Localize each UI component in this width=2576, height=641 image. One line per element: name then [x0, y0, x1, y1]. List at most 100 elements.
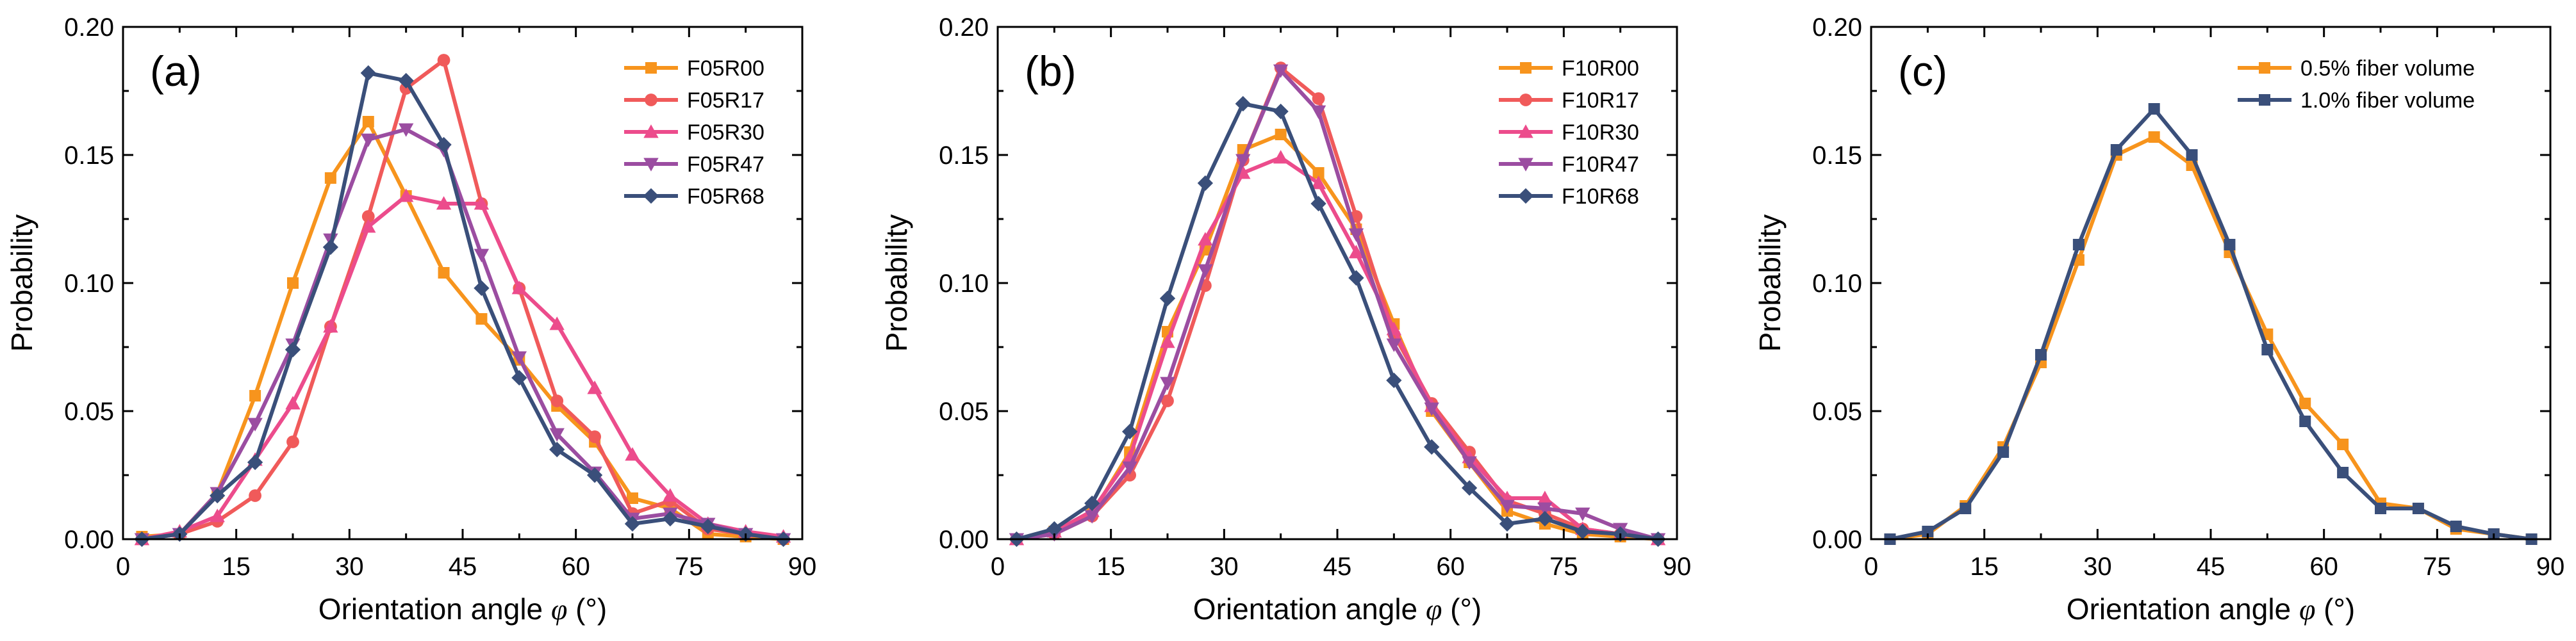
data-point — [287, 277, 299, 289]
series-line — [1016, 69, 1659, 541]
data-point — [474, 280, 490, 296]
legend-marker — [1517, 188, 1534, 204]
data-point — [700, 518, 716, 535]
x-tick-label: 30 — [1210, 553, 1239, 581]
x-tick-label: 90 — [788, 553, 817, 581]
x-axis-label: Orientation angle — [1193, 592, 1426, 626]
series-1-0-fiber-volume — [1884, 103, 2538, 545]
data-point — [549, 441, 565, 458]
data-point — [1386, 338, 1402, 352]
x-tick-label: 90 — [2536, 553, 2565, 581]
legend: 0.5% fiber volume 1.0% fiber volume — [2238, 56, 2475, 113]
x-tick-label: 45 — [2197, 553, 2225, 581]
x-tick-label: 0 — [1864, 553, 1878, 581]
legend-marker — [645, 62, 657, 74]
data-point — [361, 133, 376, 147]
series-line — [142, 127, 784, 541]
y-tick-label: 0.15 — [939, 142, 989, 170]
data-point — [436, 196, 452, 210]
data-point — [286, 435, 299, 448]
legend-item: 0.5% fiber volume — [2238, 56, 2475, 81]
data-point — [1574, 523, 1590, 540]
data-point — [2261, 344, 2274, 355]
legend-marker — [1519, 93, 1532, 106]
data-point — [588, 430, 602, 443]
legend-marker — [1518, 158, 1533, 172]
data-point — [1198, 232, 1213, 246]
data-point — [1537, 491, 1553, 505]
data-point — [2375, 503, 2386, 514]
legend-item: F05R47 — [624, 152, 764, 177]
legend-label: F05R00 — [687, 56, 764, 81]
data-point — [1575, 507, 1590, 521]
x-axis-title: Orientation angle φ (°) — [318, 592, 607, 626]
y-tick-label: 0.15 — [1812, 142, 1862, 170]
legend-item: F10R17 — [1499, 88, 1639, 113]
data-point — [398, 188, 414, 202]
panel-label: (a) — [150, 47, 202, 95]
data-point — [587, 380, 602, 394]
x-axis-unit: (°) — [1442, 592, 1482, 626]
data-point — [437, 54, 450, 67]
y-tick-label: 0.10 — [1812, 270, 1862, 298]
y-tick-label: 0.20 — [939, 13, 989, 42]
data-point — [285, 396, 301, 410]
data-point — [2072, 239, 2085, 250]
data-point — [1046, 521, 1062, 537]
legend-marker — [1518, 124, 1533, 138]
data-point — [1922, 526, 1934, 537]
data-point — [1499, 515, 1515, 532]
data-point — [1310, 195, 1326, 212]
data-point — [1424, 439, 1440, 455]
data-point — [210, 508, 225, 523]
data-point — [475, 313, 488, 325]
x-tick-label: 60 — [561, 553, 590, 581]
data-point — [1424, 402, 1439, 416]
y-tick-label: 0.05 — [939, 398, 989, 426]
legend-item: F10R47 — [1499, 152, 1639, 177]
data-point — [2035, 349, 2047, 361]
data-point — [1235, 154, 1251, 168]
data-point — [2148, 131, 2160, 143]
legend-label: F10R68 — [1562, 184, 1639, 209]
legend-item: F10R30 — [1499, 120, 1639, 145]
x-tick-label: 15 — [1096, 553, 1125, 581]
legend-label: F05R47 — [687, 152, 764, 177]
x-axis-unit: (°) — [2315, 592, 2355, 626]
data-point — [1084, 510, 1100, 524]
data-point — [1161, 394, 1174, 407]
data-point — [511, 369, 527, 386]
x-axis-title: Orientation angle φ (°) — [1193, 592, 1482, 626]
data-point — [1310, 105, 1326, 119]
data-point — [324, 172, 336, 184]
data-point — [322, 239, 339, 256]
x-tick-label: 0 — [116, 553, 130, 581]
data-point — [625, 447, 640, 461]
data-point — [549, 428, 565, 442]
legend-marker — [2259, 94, 2270, 106]
data-point — [1462, 456, 1477, 470]
data-point — [361, 210, 375, 223]
x-tick-label: 30 — [2083, 553, 2112, 581]
legend-label: 1.0% fiber volume — [2300, 88, 2475, 113]
data-point — [586, 467, 603, 483]
legend-item: F10R68 — [1499, 184, 1639, 209]
data-point — [2337, 467, 2349, 478]
data-point — [1537, 502, 1553, 516]
data-point — [1084, 495, 1100, 512]
y-tick-label: 0.00 — [64, 526, 114, 554]
x-tick-label: 90 — [1663, 553, 1692, 581]
legend-item: F05R30 — [624, 120, 764, 145]
data-point — [1273, 64, 1289, 78]
data-point — [624, 515, 641, 532]
x-tick-label: 75 — [2423, 553, 2452, 581]
series-f05r30 — [134, 188, 791, 546]
data-point — [210, 487, 226, 504]
data-point — [1273, 103, 1289, 120]
chart-panel-2: 0 15 30 45 60 75 90 0.00 0.05 0.10 0.15 0.20 Orienta… — [880, 13, 1691, 626]
data-point — [1499, 499, 1515, 514]
data-point — [627, 492, 638, 504]
data-point — [2337, 439, 2349, 450]
legend-item: F05R17 — [624, 88, 764, 113]
legend-item: F10R00 — [1499, 56, 1639, 81]
